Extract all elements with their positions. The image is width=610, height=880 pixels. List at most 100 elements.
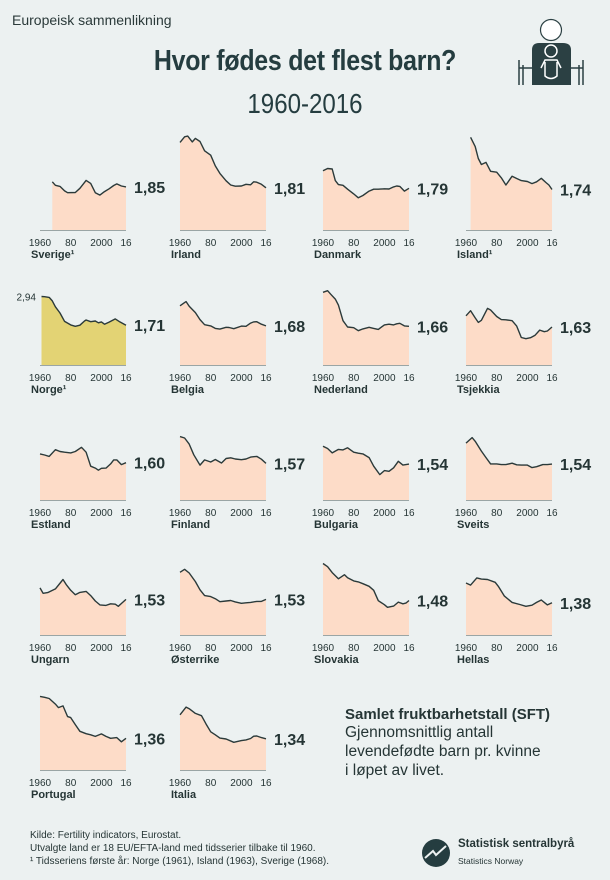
series-line [322, 167, 410, 199]
x-tick-label: 1960 [169, 373, 192, 384]
country-name: Slovakia [314, 654, 360, 666]
x-tick-label: 16 [260, 238, 272, 249]
series-line [39, 446, 127, 471]
country-chart: 1960 80 2000 16 Sveits 1,54 [455, 436, 591, 531]
logo-name: Statistisk sentralbyrå [458, 838, 575, 850]
last-value-label: 1,34 [274, 732, 305, 749]
country-chart: 1960 80 2000 16 Hellas 1,38 [455, 577, 591, 666]
page-subtitle: 1960-2016 [247, 88, 363, 119]
x-tick-label: 16 [120, 778, 132, 789]
x-tick-label: 16 [260, 373, 272, 384]
x-tick-label: 2000 [373, 508, 396, 519]
x-tick-label: 80 [348, 238, 360, 249]
x-tick-label: 2000 [90, 508, 113, 519]
ssb-logo-icon [422, 839, 450, 867]
small-multiples-chart: 1960 80 2000 16 Sverige¹ 1,85 1960 80 2000 16 Irla… [17, 135, 591, 801]
series-area [41, 296, 126, 365]
parent-with-baby-icon [518, 18, 584, 85]
country-name: Danmark [314, 249, 362, 261]
last-value-label: 1,38 [560, 596, 591, 613]
country-name: Irland [171, 249, 201, 261]
series-line [465, 436, 553, 469]
x-tick-label: 1960 [29, 238, 52, 249]
country-name: Ungarn [31, 654, 70, 666]
last-value-label: 1,36 [134, 731, 165, 748]
legend-line: Gjennomsnittlig antall [345, 724, 494, 741]
x-tick-label: 16 [260, 643, 272, 654]
x-tick-label: 1960 [455, 238, 478, 249]
country-name: Estland [31, 519, 71, 531]
kicker: Europeisk sammenlikning [12, 12, 172, 28]
last-value-label: 1,54 [417, 457, 448, 474]
legend-title: Samlet fruktbarhetstall (SFT) [345, 706, 551, 723]
x-tick-label: 1960 [169, 508, 192, 519]
last-value-label: 1,53 [134, 592, 165, 609]
x-tick-label: 1960 [29, 643, 52, 654]
last-value-label: 1,48 [417, 594, 448, 611]
x-tick-label: 80 [491, 508, 503, 519]
country-name: Tsjekkia [457, 384, 500, 396]
x-tick-label: 2000 [516, 238, 539, 249]
x-tick-label: 1960 [455, 643, 478, 654]
series-area [52, 180, 126, 230]
series-area [470, 137, 552, 230]
series-area [323, 290, 409, 365]
x-tick-label: 2000 [230, 373, 253, 384]
last-value-label: 1,85 [134, 180, 165, 197]
series-area [323, 563, 409, 635]
last-value-label: 1,71 [134, 318, 165, 335]
last-value-label: 1,63 [560, 320, 591, 337]
source-note: Kilde: Fertility indicators, Eurostat. [30, 830, 182, 841]
legend-box: Samlet fruktbarhetstall (SFT) Gjennomsni… [345, 706, 595, 780]
x-tick-label: 80 [65, 238, 77, 249]
country-name: Hellas [457, 654, 489, 666]
country-chart: 1960 80 2000 16 Bulgaria 1,54 [312, 445, 448, 531]
x-tick-label: 16 [403, 643, 415, 654]
series-line [179, 135, 267, 189]
series-line [465, 307, 553, 340]
country-name: Østerrike [171, 654, 219, 666]
series-line [465, 577, 553, 607]
x-tick-label: 16 [403, 508, 415, 519]
x-tick-label: 80 [65, 778, 77, 789]
x-tick-label: 80 [348, 643, 360, 654]
x-tick-label: 2000 [90, 778, 113, 789]
x-tick-label: 80 [491, 643, 503, 654]
series-line [322, 445, 410, 476]
x-tick-label: 1960 [312, 643, 335, 654]
logo-subtitle: Statistics Norway [458, 856, 524, 866]
x-tick-label: 80 [65, 508, 77, 519]
x-tick-label: 2000 [516, 373, 539, 384]
x-tick-label: 80 [205, 778, 217, 789]
legend-line: levendefødte barn pr. kvinne [345, 743, 541, 760]
last-value-label: 1,54 [560, 457, 591, 474]
series-area [323, 168, 409, 230]
x-tick-label: 16 [546, 508, 558, 519]
last-value-label: 1,68 [274, 319, 305, 336]
country-chart: 1960 80 2000 16 Tsjekkia 1,63 [455, 307, 591, 396]
x-tick-label: 2000 [230, 643, 253, 654]
selection-note: Utvalgte land er 18 EU/EFTA-land med tid… [30, 843, 316, 854]
country-chart: 1960 80 2000 16 Island¹ 1,74 [455, 136, 591, 261]
series-area [323, 446, 409, 500]
country-name: Sverige¹ [31, 249, 75, 261]
country-chart: 1960 80 2000 16 Irland 1,81 [169, 135, 305, 261]
last-value-label: 1,81 [274, 181, 305, 198]
x-tick-label: 16 [403, 238, 415, 249]
x-tick-label: 16 [403, 373, 415, 384]
last-value-label: 1,53 [274, 592, 305, 609]
x-tick-label: 80 [205, 238, 217, 249]
series-area [180, 436, 266, 500]
y-max-label: 2,94 [17, 292, 37, 303]
series-line [179, 568, 267, 604]
series-area [466, 577, 552, 635]
x-tick-label: 80 [491, 373, 503, 384]
x-tick-label: 16 [260, 508, 272, 519]
country-name: Finland [171, 519, 210, 531]
series-line [179, 435, 267, 466]
x-tick-label: 1960 [29, 778, 52, 789]
x-tick-label: 16 [120, 508, 132, 519]
series-area [180, 136, 266, 230]
country-name: Nederland [314, 384, 368, 396]
x-tick-label: 2000 [373, 373, 396, 384]
